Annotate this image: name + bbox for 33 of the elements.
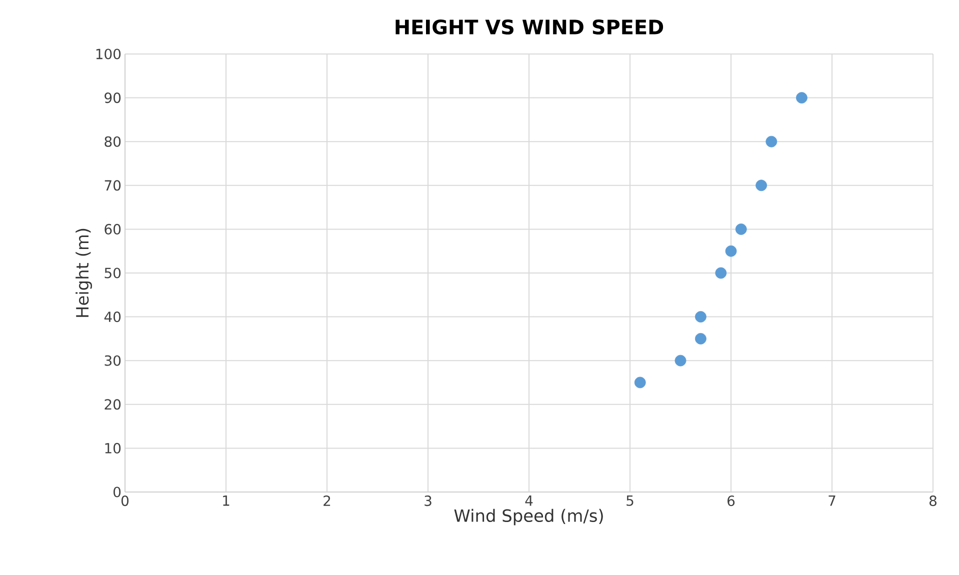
point — [634, 376, 646, 388]
y-axis-title: Height (m) — [76, 228, 92, 317]
point — [695, 311, 706, 322]
point — [725, 245, 737, 257]
point — [796, 92, 808, 104]
chart-title: HEIGHT VS WIND SPEED — [396, 19, 664, 35]
x-tick-label: 1 — [223, 496, 230, 506]
y-tick-label: 50 — [104, 268, 121, 278]
y-tick-label: 0 — [114, 486, 121, 498]
y-tick-label: 10 — [105, 442, 121, 454]
point — [674, 354, 686, 366]
y-tick-label: 100 — [96, 48, 121, 60]
y-tick-label: 80 — [104, 136, 121, 147]
point — [766, 136, 778, 148]
x-tick-label: 0 — [121, 496, 129, 506]
point — [715, 267, 727, 279]
x-tick-label: 4 — [525, 496, 533, 506]
x-tick-label: 7 — [828, 496, 836, 506]
x-tick-label: 3 — [424, 496, 432, 506]
point — [735, 223, 747, 235]
y-tick-label: 40 — [104, 312, 121, 322]
x-tick-label: 6 — [728, 496, 735, 506]
y-tick-label: 60 — [104, 224, 121, 234]
point — [695, 333, 706, 344]
y-tick-label: 90 — [104, 92, 121, 104]
x-axis-title: Wind Speed (m/s) — [454, 508, 603, 526]
point — [756, 180, 768, 192]
y-tick-label: 20 — [104, 399, 121, 410]
x-tick-label: 2 — [324, 496, 330, 506]
y-tick-label: 70 — [104, 180, 121, 191]
y-tick-label: 30 — [104, 355, 121, 366]
x-tick-label: 8 — [930, 496, 936, 506]
x-tick-label: 5 — [626, 496, 634, 506]
